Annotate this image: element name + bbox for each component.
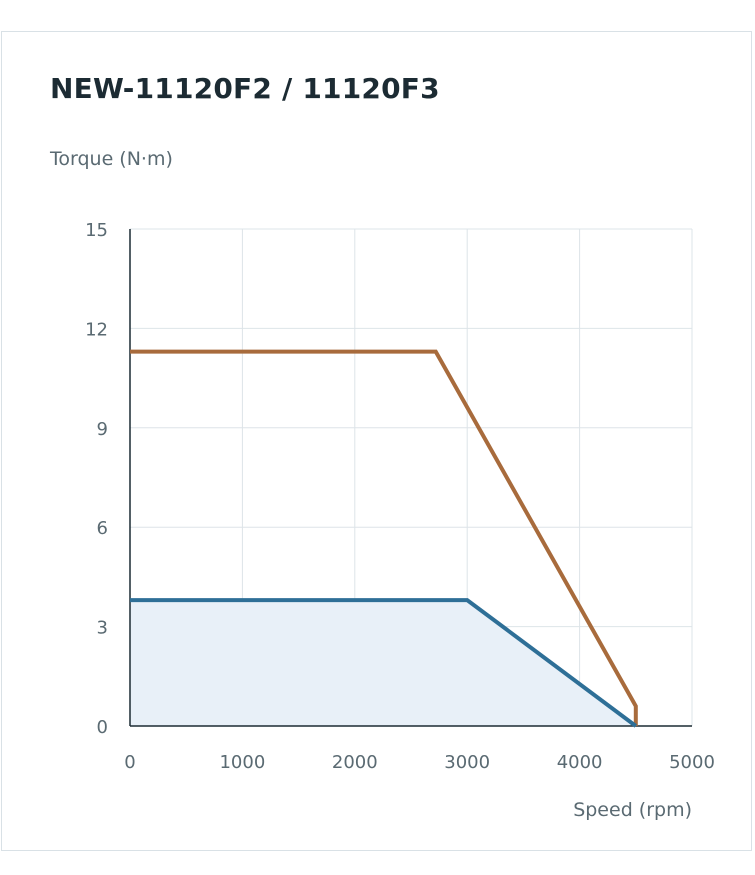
tick-labels: 0 1000 2000 3000 4000 5000 0 3 6 9 12 15 bbox=[85, 220, 715, 773]
x-axis-label: Speed (rpm) bbox=[573, 799, 692, 821]
x-tick-label-4: 4000 bbox=[557, 752, 603, 773]
x-tick-label-1: 1000 bbox=[219, 752, 265, 773]
chart-title: NEW-11120F2 / 11120F3 bbox=[50, 72, 440, 105]
y-tick-label-2: 6 bbox=[97, 518, 108, 539]
x-tick-label-5: 5000 bbox=[669, 752, 715, 773]
series-0-line bbox=[130, 349, 638, 726]
series-1-line bbox=[130, 598, 637, 728]
x-tick-label-3: 3000 bbox=[444, 752, 490, 773]
axes bbox=[129, 229, 692, 727]
y-tick-label-4: 12 bbox=[85, 319, 108, 340]
y-tick-label-3: 9 bbox=[97, 419, 108, 440]
y-axis-label: Torque (N·m) bbox=[50, 148, 173, 170]
x-tick-label-2: 2000 bbox=[332, 752, 378, 773]
y-tick-label-1: 3 bbox=[97, 618, 108, 639]
series-1-area bbox=[130, 600, 636, 726]
y-tick-label-5: 15 bbox=[85, 220, 108, 241]
y-tick-label-0: 0 bbox=[97, 717, 108, 738]
series-lines bbox=[130, 349, 638, 728]
x-tick-label-0: 0 bbox=[124, 752, 135, 773]
fill-areas bbox=[130, 600, 636, 726]
